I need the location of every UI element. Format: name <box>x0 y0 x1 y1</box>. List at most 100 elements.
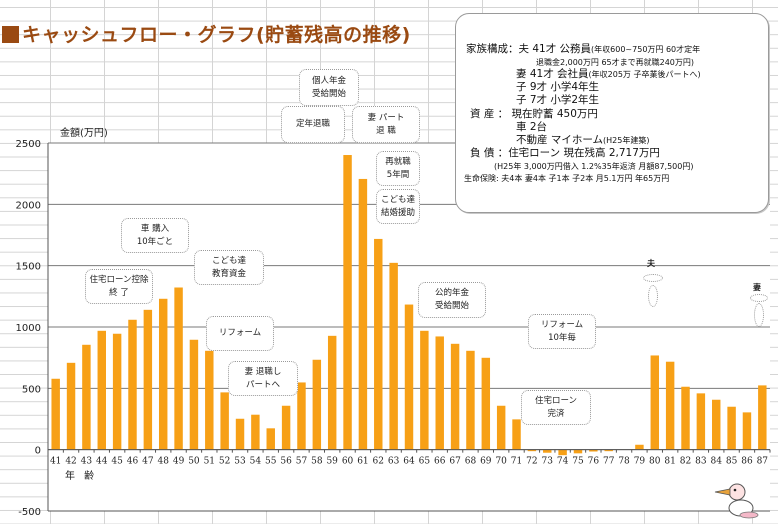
x-tick-label: 86 <box>741 457 753 467</box>
bar <box>235 418 245 450</box>
x-tick-label: 58 <box>311 457 323 467</box>
bar <box>158 298 168 450</box>
callout-education-fund: こども達 教育資金 <box>194 250 264 285</box>
husband-bubble-icon <box>643 274 663 282</box>
title-text: キャッシュフロー・グラフ(貯蓄残高の推移) <box>22 24 411 46</box>
y-tick-label: 1000 <box>16 323 41 334</box>
x-tick-label: 50 <box>188 457 200 467</box>
x-tick-label: 43 <box>81 457 93 467</box>
child1-info: 子 9才 小学4年生 <box>516 81 600 93</box>
x-tick-label: 42 <box>65 457 76 467</box>
bar <box>266 428 275 450</box>
x-tick-label: 68 <box>465 457 477 467</box>
callout-reform: リフォーム <box>206 316 274 351</box>
x-tick-label: 45 <box>111 457 123 467</box>
callout-retirement: 定年退職 <box>281 106 345 143</box>
x-tick-label: 66 <box>434 457 446 467</box>
callout-child-marriage: こども達 結婚援助 <box>376 189 420 224</box>
husband-bubble-tail-icon <box>648 285 658 307</box>
bar <box>527 449 537 452</box>
bar <box>327 335 337 450</box>
bar <box>51 378 60 450</box>
y-axis-label: 金額(万円) <box>60 128 108 139</box>
bar <box>143 309 153 450</box>
bar <box>604 449 613 452</box>
bar <box>374 238 383 450</box>
bar <box>450 343 460 450</box>
callout-car-purchase: 車 購入 10年ごと <box>121 218 189 253</box>
bar <box>696 393 706 450</box>
x-tick-label: 48 <box>157 457 169 467</box>
wife-info: 妻 41才 会社員(年収205万 子卒業後パートへ) <box>516 68 701 80</box>
x-tick-label: 67 <box>449 457 461 467</box>
x-tick-label: 80 <box>649 457 661 467</box>
x-tick-label: 84 <box>711 457 723 467</box>
bar <box>220 392 229 450</box>
bar <box>66 362 76 450</box>
x-tick-label: 61 <box>357 457 368 467</box>
loan-note: (H25年 3,000万円借入 1.2%35年返済 月額87,500円) <box>494 162 694 171</box>
wife-marker: 妻 <box>753 283 761 292</box>
callout-reform-10y: リフォーム 10年毎 <box>528 314 596 349</box>
x-tick-label: 71 <box>511 457 522 467</box>
y-tick-label: 1500 <box>16 262 41 273</box>
x-tick-label: 55 <box>265 457 277 467</box>
bar <box>543 449 552 453</box>
debt-row: 負 債 ：住宅ローン 現在残高 2,717万円 <box>470 147 660 159</box>
x-tick-label: 85 <box>726 457 738 467</box>
x-tick-label: 62 <box>373 457 384 467</box>
callout-loan-deduction-end: 住宅ローン控除終 了 <box>85 269 153 304</box>
bar <box>128 319 137 450</box>
x-tick-label: 74 <box>557 457 569 467</box>
bar <box>589 449 598 452</box>
bar <box>681 386 690 450</box>
x-tick-label: 72 <box>526 457 537 467</box>
bar <box>97 330 106 450</box>
wife-bubble-icon <box>750 294 768 302</box>
x-tick-label: 83 <box>695 457 707 467</box>
bar <box>297 382 306 450</box>
chart-title: キャッシュフロー・グラフ(貯蓄残高の推移) <box>2 20 411 47</box>
x-tick-label: 75 <box>572 457 584 467</box>
x-tick-label: 77 <box>603 457 615 467</box>
wife-bubble-tail-icon <box>754 303 764 327</box>
callout-wife-quit: 妻 退職し パートへ <box>228 361 298 396</box>
family-label: 家族構成：夫 41才 公務員(年収600~750万円 60才定年 <box>466 43 701 55</box>
bar <box>665 361 675 450</box>
car-row: 車 2台 <box>516 121 548 133</box>
x-tick-label: 54 <box>250 457 262 467</box>
x-tick-label: 69 <box>480 457 492 467</box>
x-tick-label: 59 <box>326 457 338 467</box>
family-info-box: 家族構成：夫 41才 公務員(年収600~750万円 60才定年 退職金2,00… <box>455 13 769 213</box>
x-tick-label: 64 <box>403 457 415 467</box>
insurance-row: 生命保険: 夫4本 妻4本 子1本 子2本 月5.1万円 年65万円 <box>464 174 670 183</box>
bar <box>496 405 506 450</box>
x-tick-label: 57 <box>296 457 308 467</box>
x-tick-label: 82 <box>680 457 691 467</box>
x-tick-label: 81 <box>664 457 675 467</box>
bar <box>82 344 91 450</box>
bar <box>466 350 475 450</box>
x-tick-label: 49 <box>173 457 185 467</box>
x-tick-label: 56 <box>280 457 292 467</box>
bar <box>727 406 736 450</box>
x-tick-label: 46 <box>127 457 139 467</box>
bar <box>389 262 398 450</box>
y-tick-label: 0 <box>35 446 41 457</box>
y-tick-label: -500 <box>18 507 41 518</box>
bar <box>205 350 214 450</box>
bar <box>558 449 567 456</box>
title-square-icon <box>2 26 19 43</box>
x-tick-label: 70 <box>495 457 507 467</box>
bar <box>189 339 199 450</box>
bar <box>358 178 368 450</box>
x-tick-label: 65 <box>419 457 431 467</box>
bar <box>174 287 183 450</box>
x-tick-label: 87 <box>757 457 769 467</box>
child2-info: 子 7才 小学2年生 <box>516 94 600 106</box>
bar <box>420 330 429 450</box>
x-tick-label: 73 <box>542 457 554 467</box>
bar <box>343 155 352 450</box>
x-tick-label: 78 <box>618 457 630 467</box>
